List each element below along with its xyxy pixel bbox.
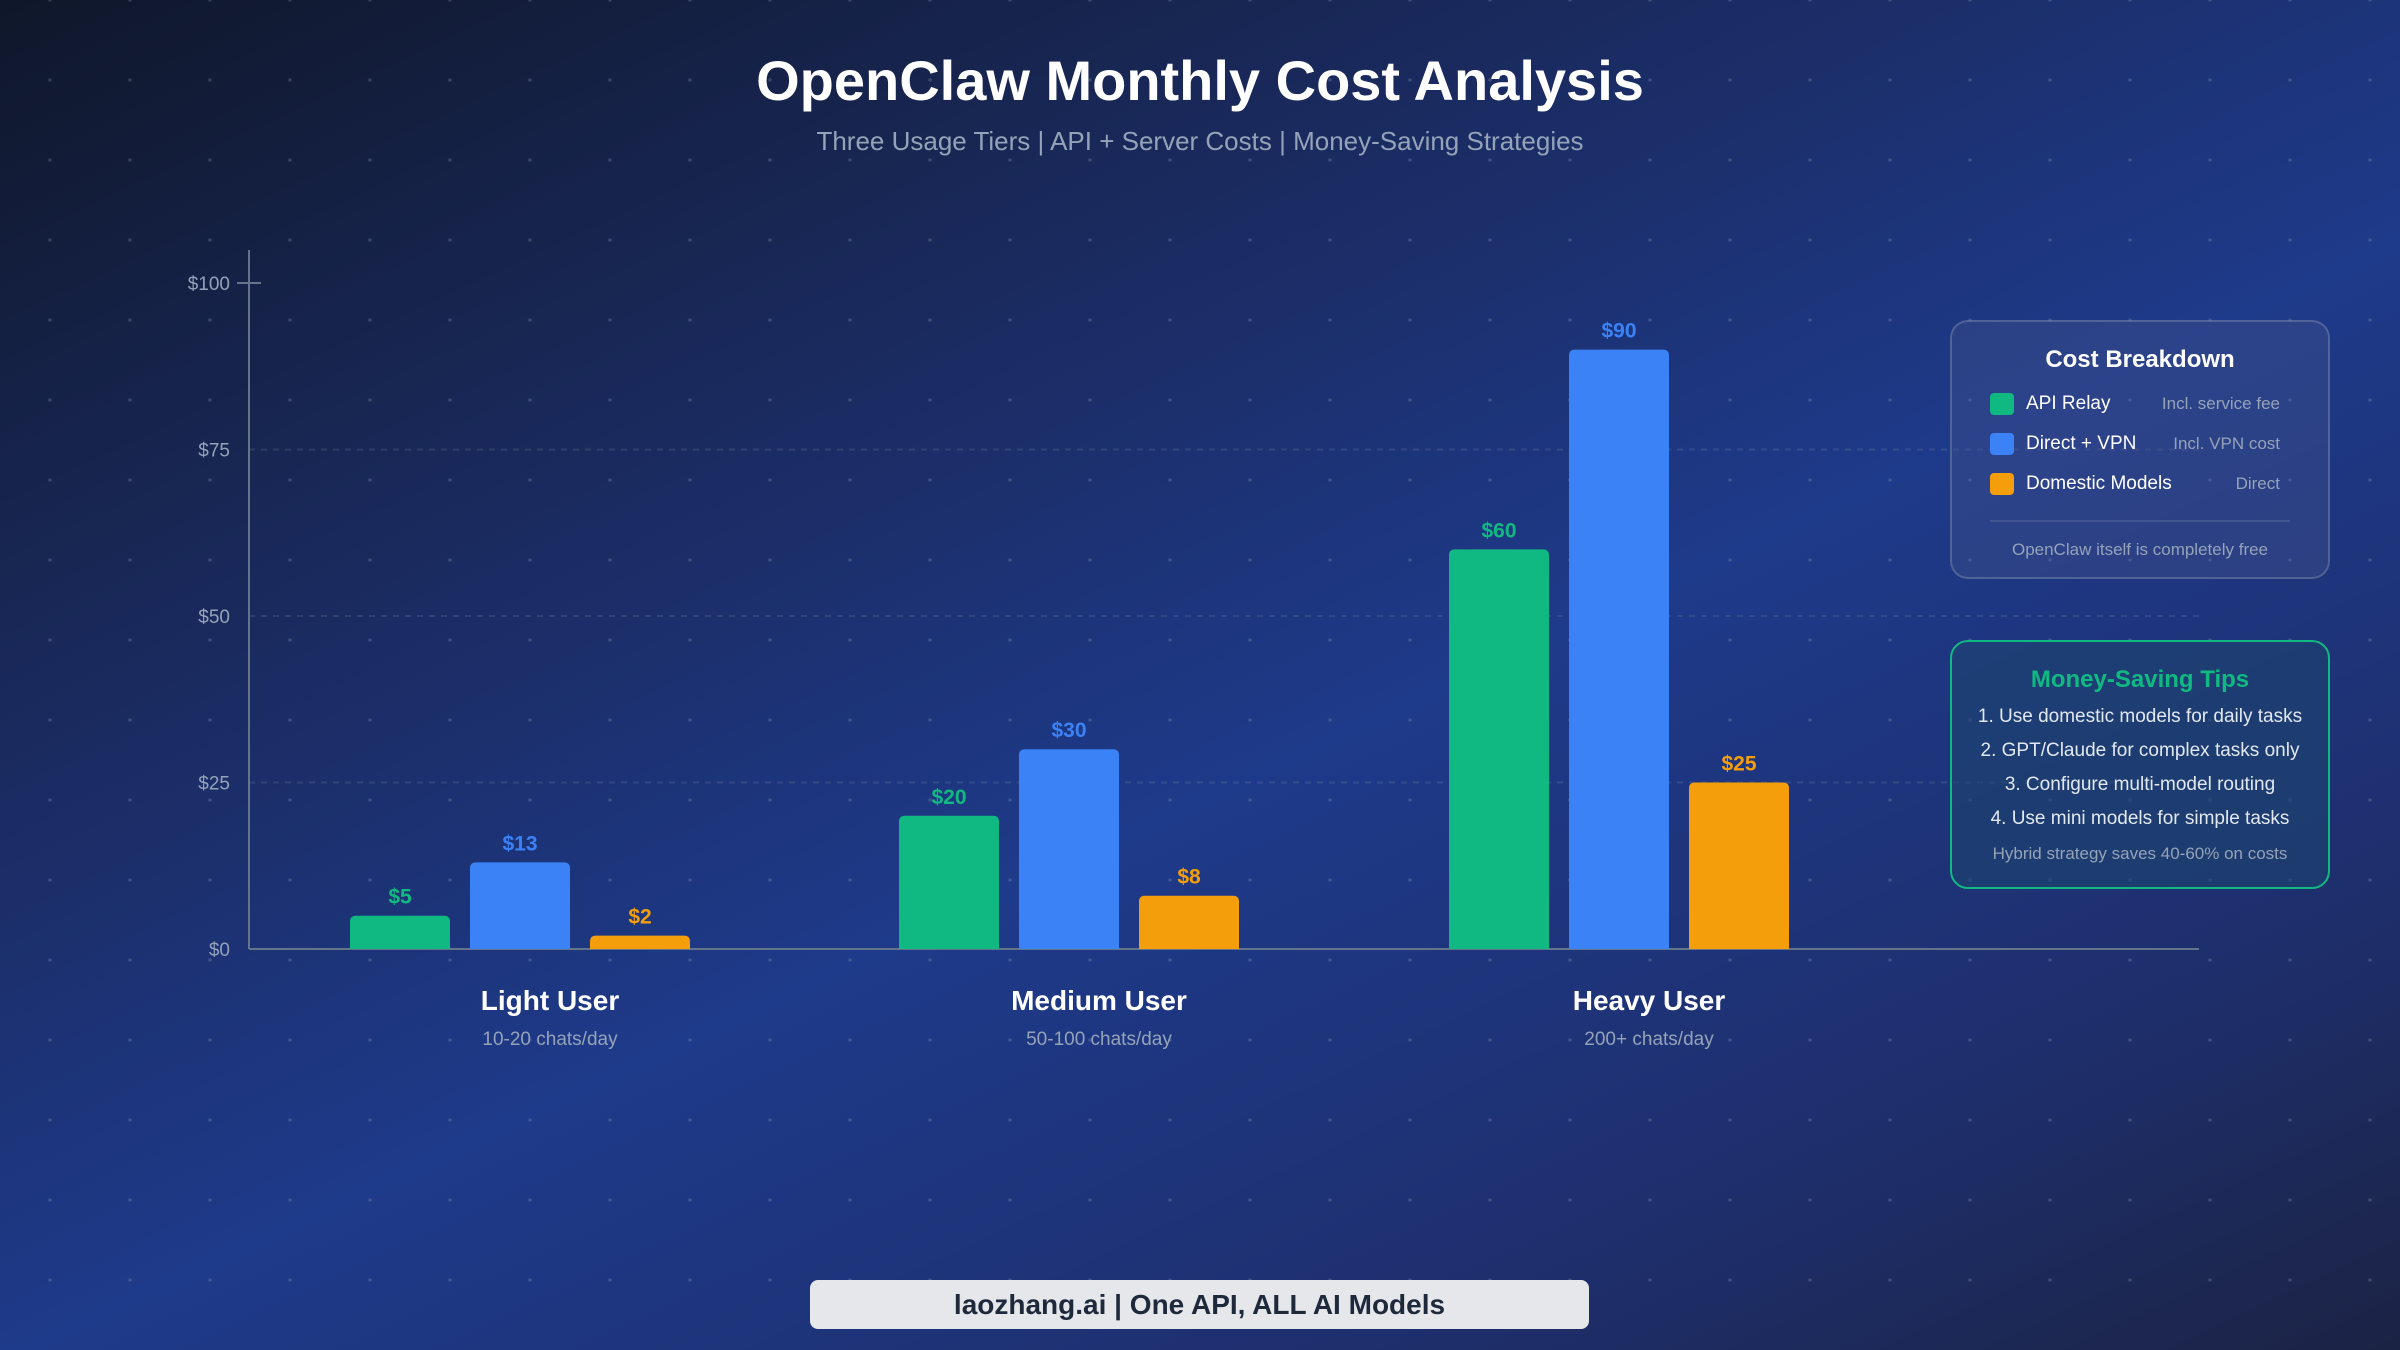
tips-summary: Hybrid strategy saves 40-60% on costs [1992, 844, 2288, 863]
legend-label: Domestic Models [2026, 473, 2172, 494]
category-sublabel: 200+ chats/day [1584, 1029, 1714, 1050]
y-tick-label: $50 [198, 607, 230, 628]
legend-label: API Relay [2026, 393, 2111, 414]
bar-api-relay [1449, 549, 1549, 949]
category-sublabel: 10-20 chats/day [482, 1029, 618, 1050]
legend-swatch [1990, 473, 2014, 495]
chart-title: OpenClaw Monthly Cost Analysis [756, 49, 1644, 112]
tip-item: 2. GPT/Claude for complex tasks only [1980, 740, 2300, 761]
data-label: $60 [1481, 519, 1516, 542]
data-label: $20 [931, 786, 966, 809]
cost-breakdown-legend: Cost Breakdown API Relay Incl. service fe… [1950, 320, 2330, 579]
legend-swatch [1990, 393, 2014, 415]
legend-footnote: OpenClaw itself is completely free [2011, 540, 2269, 559]
tip-item: 1. Use domestic models for daily tasks [1977, 706, 2303, 727]
bar-domestic-models [1689, 782, 1789, 949]
data-label: $5 [388, 886, 412, 909]
chart-subtitle: Three Usage Tiers | API + Server Costs |… [816, 126, 1584, 156]
legend-label: Direct + VPN [2026, 433, 2137, 454]
bar-direct-vpn [470, 862, 570, 949]
legend-item-direct-vpn: Direct + VPN Incl. VPN cost [1990, 430, 2280, 458]
category-label: Heavy User [1573, 985, 1726, 1016]
data-label: $8 [1177, 866, 1201, 889]
legend-item-api-relay: API Relay Incl. service fee [1990, 390, 2280, 418]
tips-title: Money-Saving Tips [2030, 666, 2250, 693]
bar-api-relay [899, 815, 999, 949]
y-tick-label: $25 [198, 774, 230, 795]
bar-direct-vpn [1019, 749, 1119, 949]
category-label: Medium User [1011, 985, 1187, 1016]
y-tick-label: $0 [209, 940, 230, 961]
data-label: $2 [628, 906, 651, 929]
legend-note: Incl. service fee [2161, 394, 2280, 413]
y-tick-label: $100 [188, 274, 230, 295]
data-label: $25 [1721, 753, 1756, 776]
money-saving-tips: Money-Saving Tips 1. Use domestic models… [1950, 640, 2330, 889]
bar-domestic-models [590, 935, 690, 949]
y-tick-label: $75 [198, 441, 230, 462]
data-label: $13 [502, 832, 537, 855]
legend-note: Direct [2235, 474, 2280, 493]
legend-swatch [1990, 433, 2014, 455]
tip-item: 4. Use mini models for simple tasks [1990, 808, 2290, 829]
data-label: $30 [1051, 719, 1086, 742]
category-sublabel: 50-100 chats/day [1026, 1029, 1172, 1050]
bar-direct-vpn [1569, 349, 1669, 950]
bar-api-relay [350, 915, 450, 949]
footer-banner[interactable]: laozhang.ai | One API, ALL AI Models [810, 1280, 1589, 1329]
bar-domestic-models [1139, 895, 1239, 949]
data-label: $90 [1601, 320, 1636, 343]
tip-item: 3. Configure multi-model routing [2004, 774, 2276, 795]
legend-title: Cost Breakdown [2045, 346, 2235, 373]
legend-item-domestic-models: Domestic Models Direct [1990, 470, 2280, 498]
category-label: Light User [481, 985, 620, 1016]
legend-note: Incl. VPN cost [2173, 434, 2280, 453]
legend-divider [1990, 520, 2290, 522]
